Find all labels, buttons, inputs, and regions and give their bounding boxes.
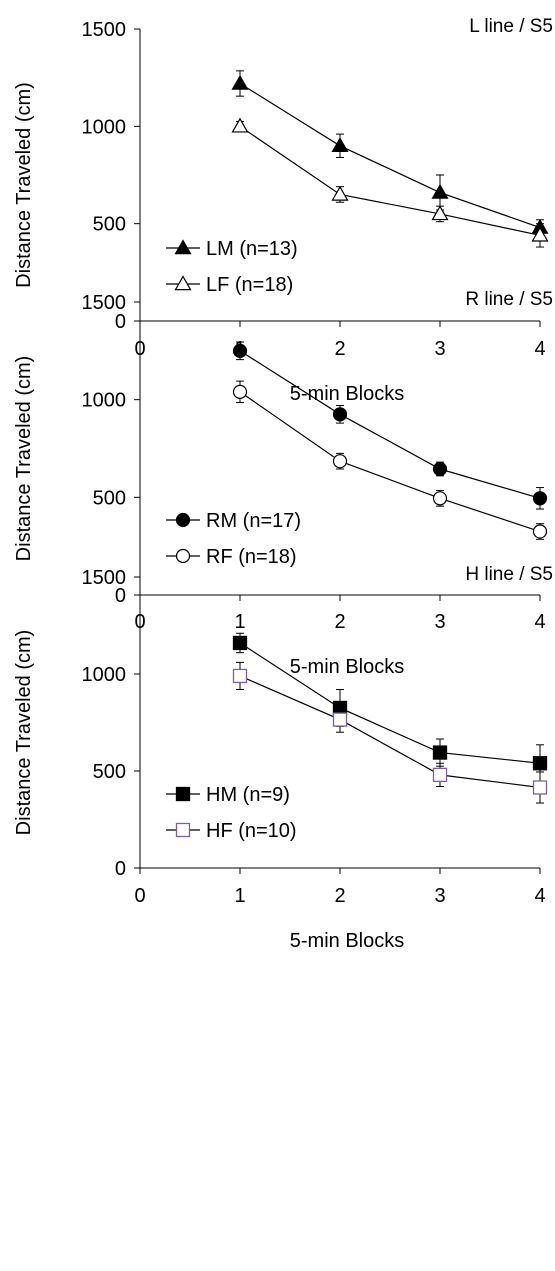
data-point — [432, 461, 448, 477]
y-tick-label: 0 — [115, 858, 126, 880]
y-tick-label: 1000 — [82, 664, 127, 686]
legend-marker — [174, 275, 192, 291]
chart-title: H line / S5 — [465, 564, 553, 585]
y-tick-label: 500 — [93, 214, 126, 236]
series-line — [239, 391, 541, 533]
y-axis-label: Distance Traveled (cm) — [13, 82, 35, 288]
x-tick-label: 3 — [434, 885, 445, 907]
data-point — [531, 226, 549, 242]
series-1: LM (n=13) — [166, 70, 549, 260]
y-tick-label: 500 — [93, 761, 126, 783]
series-1: HM (n=9) — [166, 632, 548, 806]
x-tick-label: 3 — [434, 338, 445, 360]
legend-marker — [175, 548, 191, 564]
y-axis-label: Distance Traveled (cm) — [13, 630, 35, 836]
series-2: RF (n=18) — [166, 380, 548, 568]
data-point — [332, 454, 348, 469]
x-tick-label: 2 — [334, 885, 345, 907]
series-line — [239, 675, 541, 789]
legend-label: RF (n=18) — [206, 546, 297, 568]
x-tick-label: 2 — [334, 338, 345, 360]
data-point — [432, 491, 448, 506]
data-point — [231, 117, 249, 133]
data-point — [432, 745, 448, 760]
data-point — [532, 756, 548, 771]
y-tick-label: 1500 — [82, 567, 127, 589]
series-1: RM (n=17) — [166, 341, 548, 532]
series-line — [239, 350, 541, 499]
y-tick-label: 0 — [115, 311, 126, 333]
chart-title: R line / S5 — [465, 289, 553, 310]
legend-label: HF (n=10) — [206, 820, 297, 842]
y-axis-label: Distance Traveled (cm) — [13, 356, 35, 562]
data-point — [432, 767, 448, 783]
legend-label: LM (n=13) — [206, 238, 298, 260]
legend-marker — [174, 239, 192, 255]
x-tick-label: 1 — [234, 611, 245, 633]
data-point — [232, 635, 248, 651]
series-2: HF (n=10) — [166, 661, 548, 842]
chart-title: L line / S5 — [469, 16, 553, 37]
y-tick-label: 1000 — [82, 116, 127, 138]
data-point — [332, 407, 348, 422]
x-tick-label: 4 — [534, 885, 545, 907]
data-point — [532, 780, 548, 795]
data-point — [532, 524, 548, 539]
data-point — [232, 668, 248, 684]
legend-marker — [175, 512, 191, 528]
x-axis-label: 5-min Blocks — [290, 930, 404, 952]
legend-marker — [175, 786, 191, 802]
x-axis-label: 5-min Blocks — [290, 383, 404, 405]
y-tick-label: 500 — [93, 487, 126, 509]
data-point — [332, 712, 348, 727]
legend-label: RM (n=17) — [206, 510, 301, 532]
data-point — [231, 74, 249, 90]
data-point — [431, 205, 449, 221]
data-point — [532, 491, 548, 506]
data-point — [232, 384, 248, 399]
data-point — [331, 137, 349, 153]
x-tick-label: 0 — [134, 885, 145, 907]
data-point — [431, 183, 449, 199]
series-2: LF (n=18) — [166, 117, 549, 296]
series-line — [239, 642, 541, 764]
data-point — [232, 343, 248, 358]
legend-marker — [175, 822, 191, 838]
x-tick-label: 1 — [234, 885, 245, 907]
data-point — [331, 185, 349, 201]
series-line — [239, 82, 541, 229]
x-tick-label: 4 — [534, 611, 545, 633]
y-tick-label: 1500 — [82, 292, 127, 314]
y-tick-label: 1500 — [82, 19, 127, 41]
series-line — [239, 125, 541, 236]
x-axis-label: 5-min Blocks — [290, 656, 404, 678]
x-tick-label: 2 — [334, 611, 345, 633]
x-tick-label: 3 — [434, 611, 445, 633]
legend-label: HM (n=9) — [206, 784, 290, 806]
y-tick-label: 1000 — [82, 390, 127, 412]
x-tick-label: 4 — [534, 338, 545, 360]
y-tick-label: 0 — [115, 585, 126, 607]
legend-label: LF (n=18) — [206, 274, 293, 296]
